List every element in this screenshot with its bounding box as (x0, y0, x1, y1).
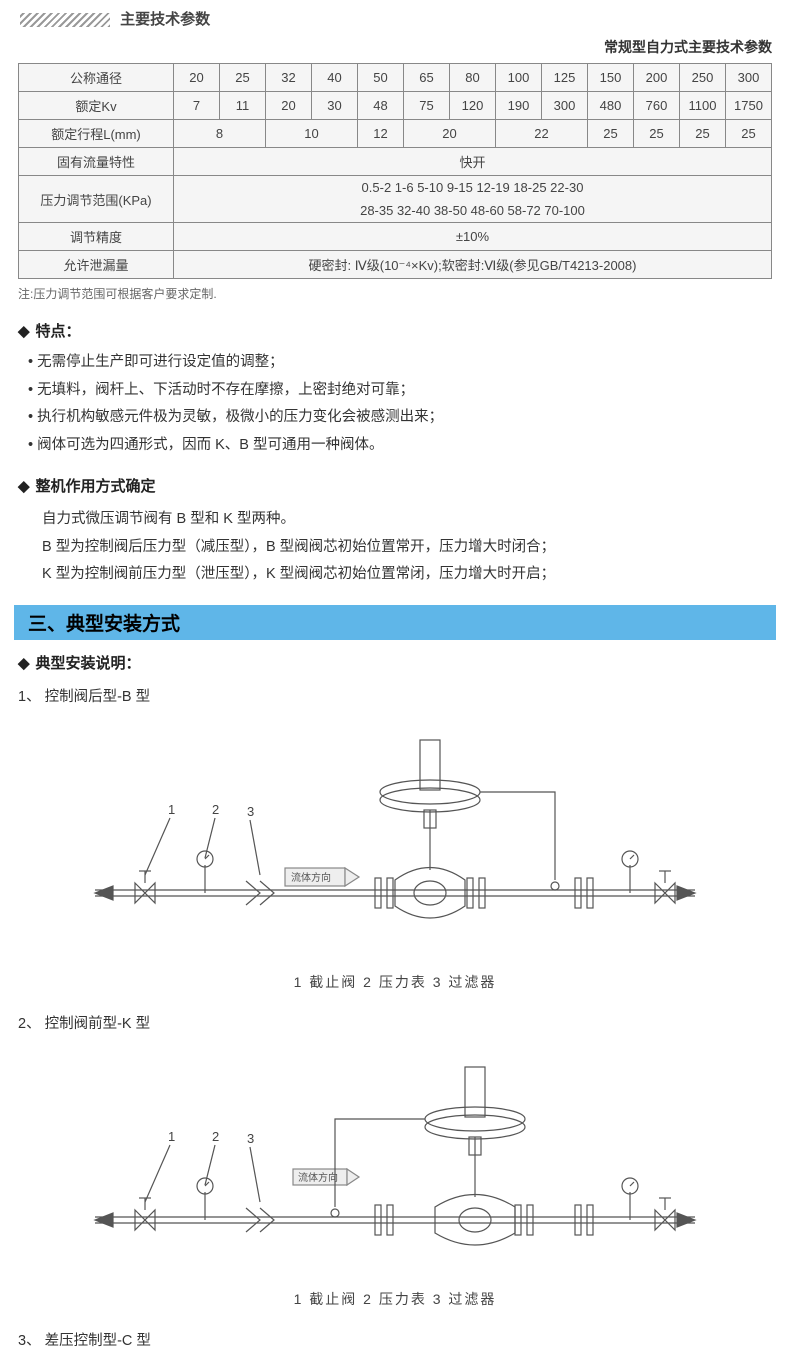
diagram-b-type: 1 2 3 流体方向 (0, 708, 790, 964)
svg-text:1: 1 (168, 1129, 175, 1144)
mode-line: B 型为控制阀后压力型（减压型），B 型阀阀芯初始位置常开，压力增大时闭合； (42, 534, 772, 562)
diagram-b-caption: 1 截止阀 2 压力表 3 过滤器 (0, 964, 790, 1006)
mode-line: K 型为控制阀前压力型（泄压型），K 型阀阀芯初始位置常闭，压力增大时开启； (42, 561, 772, 589)
table-row: 调节精度 ±10% (19, 223, 772, 251)
svg-text:3: 3 (247, 1131, 254, 1146)
svg-text:2: 2 (212, 1129, 219, 1144)
row-label: 调节精度 (19, 223, 174, 251)
table-row: 固有流量特性 快开 (19, 148, 772, 176)
row-label: 允许泄漏量 (19, 251, 174, 279)
svg-text:1: 1 (168, 802, 175, 817)
list-item: 无需停止生产即可进行设定值的调整； (28, 349, 772, 377)
table-row: 允许泄漏量 硬密封: Ⅳ级(10⁻⁴×Kv);软密封:Ⅵ级(参见GB/T4213… (19, 251, 772, 279)
svg-text:流体方向: 流体方向 (298, 1171, 338, 1184)
mode-paragraph: 自力式微压调节阀有 B 型和 K 型两种。 B 型为控制阀后压力型（减压型），B… (0, 502, 790, 599)
svg-text:2: 2 (212, 802, 219, 817)
table-row: 公称通径 20 25 32 40 50 65 80 100 125 150 20… (19, 64, 772, 92)
main-title: 主要技术参数 (0, 0, 790, 33)
mode-heading: 整机作用方式确定 (0, 469, 790, 502)
row-label: 额定行程L(mm) (19, 120, 174, 148)
row-label: 公称通径 (19, 64, 174, 92)
section-bar: 三、典型安装方式 (14, 605, 776, 640)
table-row: 额定行程L(mm) 81012202225252525 (19, 120, 772, 148)
install-item-c: 3、 差压控制型-C 型 (0, 1323, 790, 1352)
install-item-k: 2、 控制阀前型-K 型 (0, 1006, 790, 1035)
subtitle: 常规型自力式主要技术参数 (0, 33, 790, 63)
row-label: 压力调节范围(KPa) (19, 176, 174, 223)
params-table: 公称通径 20 25 32 40 50 65 80 100 125 150 20… (18, 63, 772, 279)
mode-line: 自力式微压调节阀有 B 型和 K 型两种。 (42, 506, 772, 534)
list-item: 执行机构敏感元件极为灵敏，极微小的压力变化会被感测出来； (28, 404, 772, 432)
valve-k-diagram-icon: 1 2 3 流体方向 (75, 1047, 715, 1277)
features-list: 无需停止生产即可进行设定值的调整； 无填料，阀杆上、下活动时不存在摩擦，上密封绝… (0, 347, 790, 469)
table-row: 压力调节范围(KPa) 0.5-2 1-6 5-10 9-15 12-19 18… (19, 176, 772, 200)
table-row: 额定Kv 7 11 20 30 48 75 120 190 300 480 76… (19, 92, 772, 120)
svg-text:流体方向: 流体方向 (291, 871, 331, 884)
table-note: 注:压力调节范围可根据客户要求定制. (0, 279, 790, 314)
list-item: 阀体可选为四通形式，因而 K、B 型可通用一种阀体。 (28, 432, 772, 460)
diagram-k-type: 1 2 3 流体方向 (0, 1035, 790, 1281)
diagram-k-caption: 1 截止阀 2 压力表 3 过滤器 (0, 1281, 790, 1323)
features-heading: 特点： (0, 314, 790, 347)
main-title-text: 主要技术参数 (120, 11, 210, 28)
row-label: 额定Kv (19, 92, 174, 120)
valve-b-diagram-icon: 1 2 3 流体方向 (75, 720, 715, 960)
install-heading: 典型安装说明： (0, 646, 790, 679)
svg-text:3: 3 (247, 804, 254, 819)
list-item: 无填料，阀杆上、下活动时不存在摩擦，上密封绝对可靠； (28, 377, 772, 405)
row-label: 固有流量特性 (19, 148, 174, 176)
install-item-b: 1、 控制阀后型-B 型 (0, 679, 790, 708)
hatch-decoration-icon (20, 13, 110, 27)
